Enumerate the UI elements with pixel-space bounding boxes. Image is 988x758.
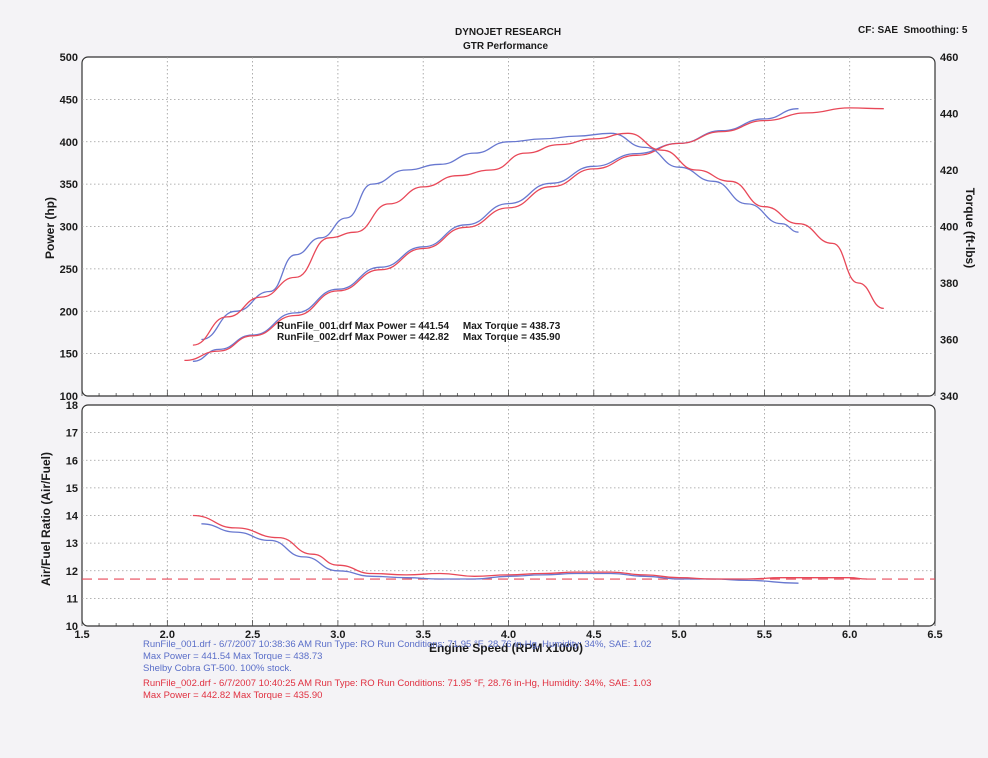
footer-run1: RunFile_001.drf - 6/7/2007 10:38:36 AM R…	[143, 639, 651, 675]
runfile-001-afr-line	[201, 523, 799, 584]
annotation-run2: RunFile_002.drf Max Power = 442.82 Max T…	[277, 332, 561, 343]
power-torque-panel: 100 150 200 250 300 350 400 450 500 340 360 380 400 4…	[60, 52, 959, 403]
chart-subtitle: GTR Performance	[463, 41, 549, 52]
runfile-002-torque-line	[192, 132, 884, 346]
bottom-y-tick-label: 18	[66, 400, 78, 412]
top-y-right-tick-label: 380	[940, 278, 958, 290]
runfile-001-torque-line	[201, 132, 799, 341]
footer-run1-note: Shelby Cobra GT-500. 100% stock.	[143, 663, 292, 674]
annotation-run1: RunFile_001.drf Max Power = 441.54 Max T…	[277, 321, 561, 332]
footer-run2: RunFile_002.drf - 6/7/2007 10:40:25 AM R…	[143, 678, 651, 702]
air-fuel-panel: 10 11 12 13 14 15 16 17 18 1.5 2.0 2.5 3.0 3.5 4.0 4.5 5…	[66, 400, 943, 641]
x-tick-label: 4.0	[501, 629, 516, 641]
x-tick-label: 3.0	[330, 629, 345, 641]
x-tick-label: 1.5	[74, 629, 89, 641]
x-tick-label: 2.0	[160, 629, 175, 641]
bottom-y-tick-label: 15	[66, 483, 78, 495]
x-tick-label: 4.5	[586, 629, 601, 641]
top-y-right-tick-label: 460	[940, 52, 958, 64]
x-tick-label: 5.0	[671, 629, 686, 641]
bottom-y-tick-label: 12	[66, 566, 78, 578]
bottom-y-tick-label: 17	[66, 428, 78, 440]
top-y-tick-label: 150	[60, 349, 78, 361]
top-y-tick-label: 500	[60, 52, 78, 64]
afr-axis-label: Air/Fuel Ratio (Air/Fuel)	[39, 452, 53, 586]
cf-label: CF: SAE Smoothing: 5	[858, 25, 967, 36]
footer-run1-conditions: RunFile_001.drf - 6/7/2007 10:38:36 AM R…	[143, 639, 652, 650]
top-y-tick-label: 250	[60, 264, 78, 276]
footer-run2-conditions: RunFile_002.drf - 6/7/2007 10:40:25 AM R…	[143, 678, 652, 689]
bottom-y-tick-label: 16	[66, 455, 78, 467]
power-axis-label: Power (hp)	[43, 197, 57, 259]
footer-run2-max: Max Power = 442.82 Max Torque = 435.90	[143, 690, 323, 701]
x-tick-label: 6.5	[927, 629, 942, 641]
top-y-tick-label: 350	[60, 179, 78, 191]
top-y-right-tick-label: 440	[940, 109, 958, 121]
top-y-tick-label: 200	[60, 306, 78, 318]
top-y-right-tick-label: 340	[940, 391, 958, 403]
top-y-tick-label: 300	[60, 222, 78, 234]
bottom-y-tick-label: 13	[66, 538, 78, 550]
smoothing-value: Smoothing: 5	[903, 25, 968, 36]
top-y-tick-label: 450	[60, 94, 78, 106]
bottom-y-tick-label: 14	[66, 511, 79, 523]
top-y-right-tick-label: 400	[940, 222, 958, 234]
x-tick-label: 6.0	[842, 629, 857, 641]
top-y-tick-label: 100	[60, 391, 78, 403]
runfile-002-power-line	[184, 107, 884, 362]
bottom-y-tick-label: 11	[66, 593, 78, 605]
chart-title: DYNOJET RESEARCH	[455, 27, 562, 38]
bottom-y-tick-label: 10	[66, 621, 78, 633]
top-y-tick-label: 400	[60, 137, 78, 149]
torque-axis-label: Torque (ft-lbs)	[963, 188, 977, 268]
rpm-axis-label: Engine Speed (RPM x1000)	[429, 641, 583, 655]
footer-run1-max: Max Power = 441.54 Max Torque = 438.73	[143, 651, 323, 662]
x-tick-label: 3.5	[416, 629, 431, 641]
x-tick-label: 2.5	[245, 629, 260, 641]
cf-value: CF: SAE	[858, 25, 898, 36]
top-y-right-tick-label: 420	[940, 165, 958, 177]
runfile-002-afr-line	[192, 514, 867, 580]
x-tick-label: 5.5	[757, 629, 772, 641]
top-y-right-tick-label: 360	[940, 335, 958, 347]
